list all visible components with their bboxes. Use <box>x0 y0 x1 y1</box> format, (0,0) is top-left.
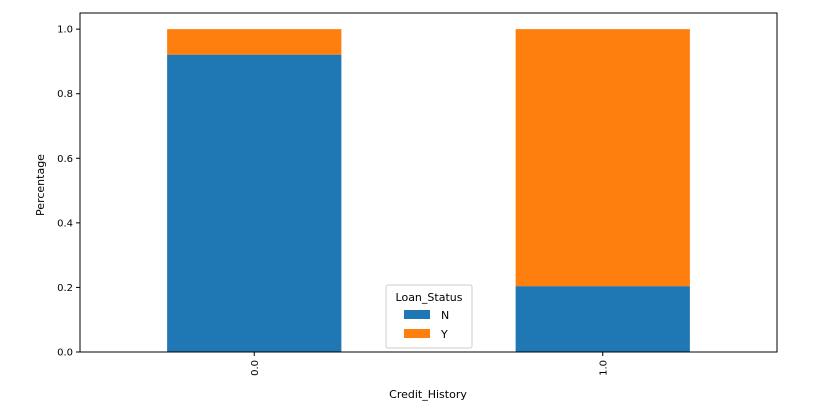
y-tick-label: 0.2 <box>57 283 73 294</box>
x-ticks-group: 0.0 1.0 <box>250 352 609 376</box>
x-tick-label: 1.0 <box>598 360 609 376</box>
y-axis-label: Percentage <box>34 154 47 216</box>
y-tick-label: 1.0 <box>57 25 73 36</box>
legend-swatch-y <box>404 329 430 338</box>
plot-frame <box>79 12 778 353</box>
x-axis-label: Credit_History <box>389 388 467 401</box>
y-ticks-group: 0.0 0.2 0.4 0.6 0.8 1.0 <box>57 25 80 359</box>
x-tick-label: 0.0 <box>250 360 261 376</box>
axes-group <box>79 12 778 353</box>
y-tick-label: 0.0 <box>57 348 73 359</box>
y-tick-label: 0.6 <box>57 154 73 165</box>
bars-group <box>167 29 690 353</box>
bar-y-1-0 <box>515 29 690 287</box>
legend-label-n: N <box>441 309 449 322</box>
y-tick-label: 0.8 <box>57 89 73 100</box>
legend-swatch-n <box>404 310 430 319</box>
legend: Loan_Status N Y <box>385 284 473 349</box>
legend-label-y: Y <box>440 328 448 341</box>
bar-y-0-0 <box>167 29 342 55</box>
bar-n-0-0 <box>167 54 342 353</box>
y-tick-label: 0.4 <box>57 218 73 229</box>
legend-title: Loan_Status <box>396 291 463 304</box>
bar-n-1-0 <box>515 286 690 352</box>
